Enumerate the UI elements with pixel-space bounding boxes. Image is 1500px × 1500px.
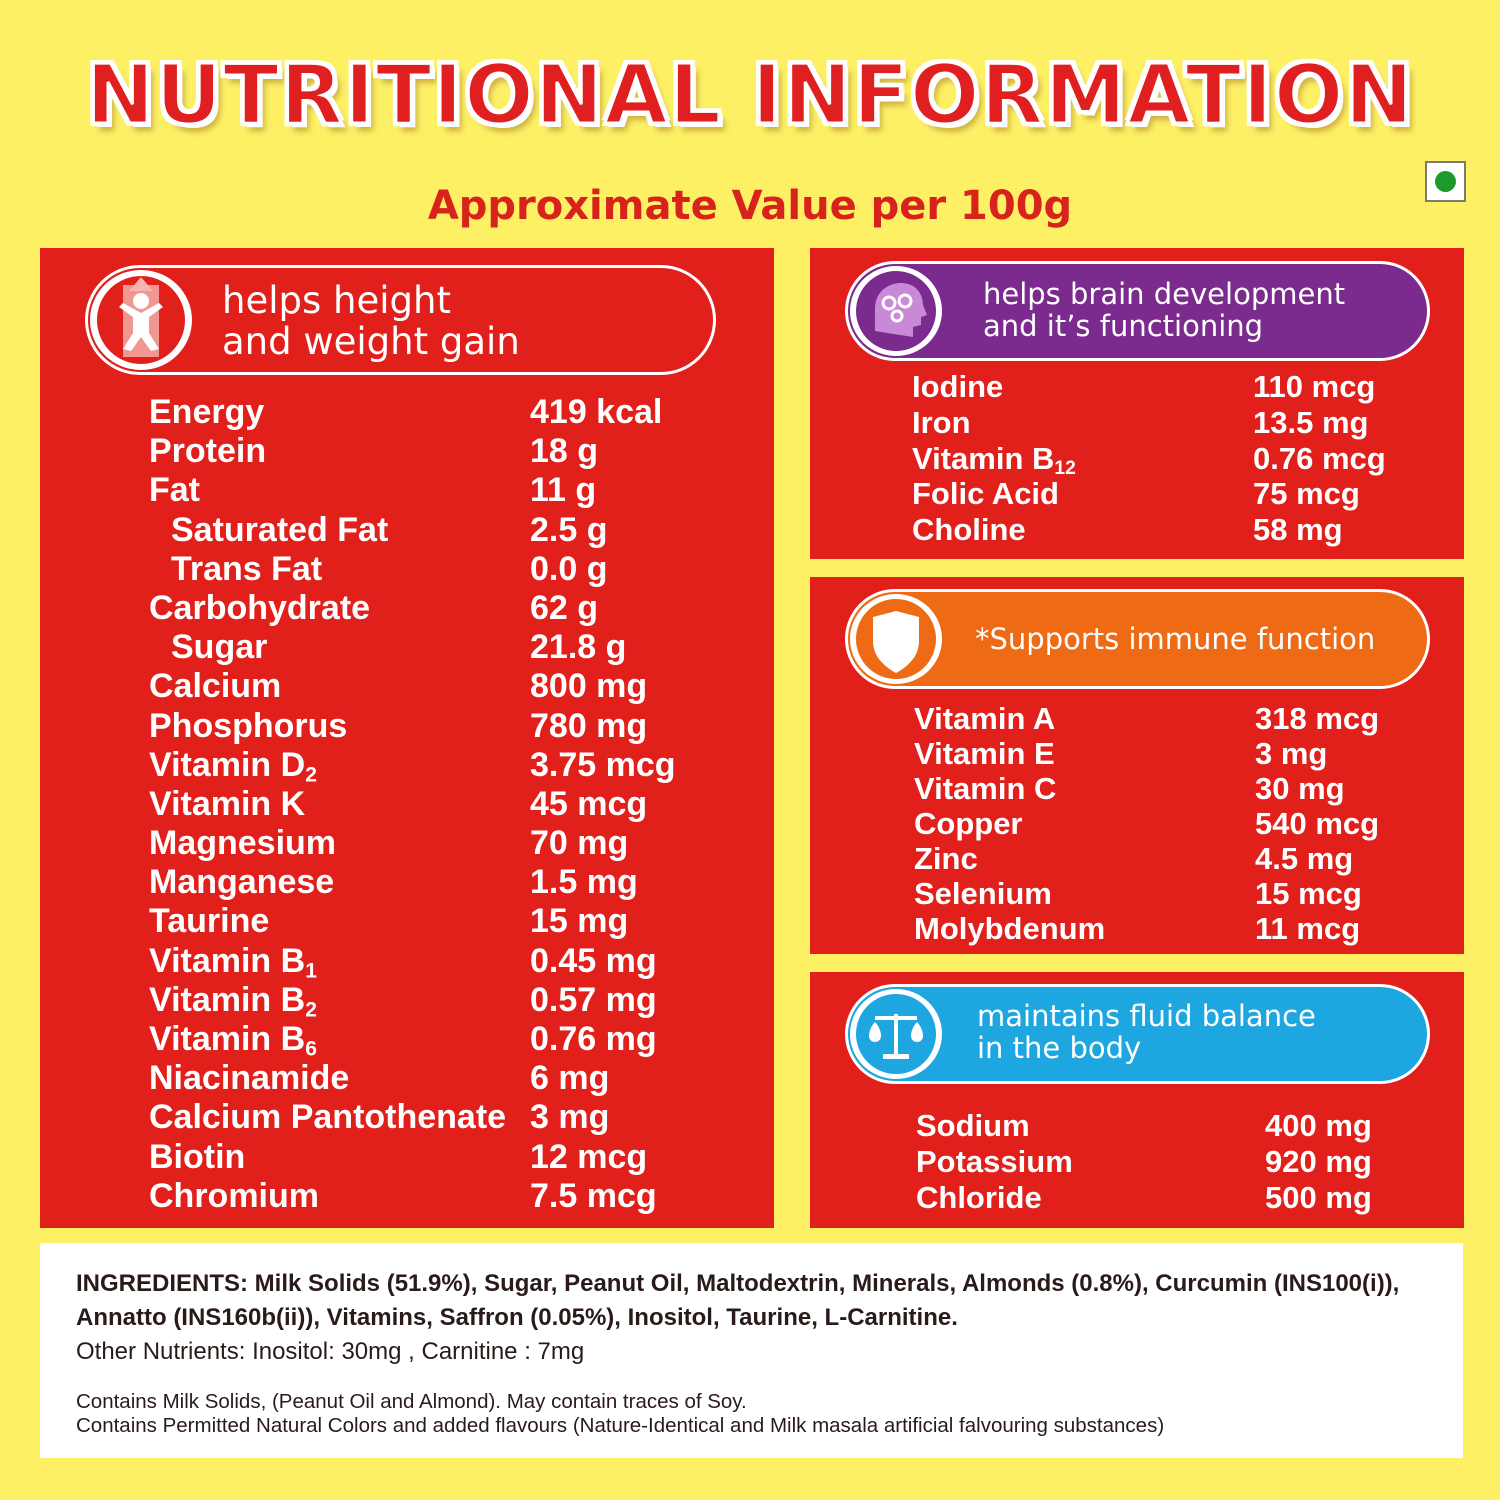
growth-pill: helps height and weight gain	[85, 265, 716, 375]
nutrient-name: Calcium Pantothenate	[149, 1098, 507, 1137]
nutrient-name: Choline	[912, 512, 1026, 548]
nutrient-name: Potassium	[916, 1144, 1073, 1179]
growth-panel: helps height and weight gain Energy 419 k…	[40, 248, 774, 1228]
nutrient-name: Niacinamide	[149, 1059, 350, 1098]
nutrient-value: 1.5 mg	[530, 863, 638, 902]
nutrient-value: 419 kcal	[530, 393, 663, 431]
nutrient-name: Zinc	[914, 841, 978, 876]
nutrient-name: Energy	[149, 393, 265, 431]
balance-scale-icon	[850, 989, 942, 1079]
veg-mark-icon	[1425, 161, 1466, 202]
nutrient-value: 58 mg	[1253, 512, 1343, 548]
nutrient-name: Copper	[914, 806, 1023, 841]
page-subtitle: Approximate Value per 100g	[427, 183, 1073, 229]
nutrient-name: Biotin	[149, 1137, 246, 1176]
nutrient-value: 4.5 mg	[1255, 841, 1354, 876]
nutrient-name: Folic Acid	[912, 476, 1059, 512]
nutrient-value: 21.8 g	[530, 628, 627, 667]
nutrient-value: 11 mcg	[1255, 911, 1361, 946]
nutrient-value: 780 mg	[530, 706, 648, 745]
nutrient-value: 7.5 mcg	[530, 1176, 657, 1215]
nutrient-name: Saturated Fat	[171, 510, 389, 549]
nutrient-value: 11 g	[530, 471, 597, 510]
nutrient-value: 3 mg	[1255, 736, 1328, 771]
nutrient-value: 62 g	[530, 588, 599, 627]
ingredients-box: INGREDIENTS: Milk Solids (51.9%), Sugar,…	[40, 1243, 1463, 1458]
nutrient-name: Sugar	[171, 628, 268, 667]
nutrient-name: Vitamin B6	[149, 1020, 317, 1061]
nutrient-name: Vitamin K	[149, 784, 306, 823]
nutrient-name: Taurine	[149, 902, 270, 941]
nutrient-value: 800 mg	[530, 667, 648, 706]
nutrient-name: Protein	[149, 432, 267, 471]
nutrient-name: Chloride	[916, 1180, 1042, 1215]
nutrient-name: Chromium	[149, 1176, 319, 1215]
brain-pill: helps brain development and it’s functio…	[845, 261, 1430, 361]
nutrient-value: 12 mcg	[530, 1137, 648, 1176]
nutrient-value: 2.5 g	[530, 510, 608, 549]
nutrient-value: 0.0 g	[530, 549, 608, 588]
nutrient-value: 500 mg	[1265, 1180, 1372, 1215]
nutrient-value: 0.76 mcg	[1253, 440, 1386, 476]
nutrient-name: Calcium	[149, 667, 282, 706]
nutrient-name: Vitamin D2	[149, 745, 317, 786]
nutrient-name: Fat	[149, 471, 200, 510]
nutrient-name: Vitamin B2	[149, 980, 317, 1022]
ingredients-text: INGREDIENTS: Milk Solids (51.9%), Sugar,…	[76, 1270, 1400, 1331]
nutrient-name: Iodine	[912, 369, 1004, 404]
fluid-pill: maintains fluid balance in the body	[845, 984, 1430, 1084]
nutrient-value: 75 mcg	[1253, 476, 1360, 512]
page-title: NUTRITIONAL INFORMATION	[84, 47, 1415, 145]
nutrient-value: 0.45 mg	[530, 941, 657, 980]
colors-note-text: Contains Permitted Natural Colors and ad…	[76, 1414, 1165, 1437]
nutrient-name: Phosphorus	[149, 706, 348, 745]
growth-label: helps height and weight gain	[222, 279, 520, 364]
nutrient-value: 110 mcg	[1253, 369, 1376, 404]
fluid-label: maintains fluid balance in the body	[977, 999, 1316, 1066]
nutrient-name: Selenium	[914, 876, 1052, 911]
nutrient-value: 13.5 mg	[1253, 404, 1369, 440]
nutrient-name: Molybdenum	[914, 911, 1106, 946]
nutrient-value: 0.76 mg	[530, 1020, 657, 1058]
nutrient-value: 70 mg	[530, 824, 629, 863]
nutrient-value: 318 mcg	[1255, 701, 1380, 736]
shield-icon	[850, 594, 942, 684]
nutrient-value: 15 mcg	[1255, 876, 1362, 911]
nutrient-name: Vitamin E	[914, 736, 1055, 771]
nutrient-name: Vitamin A	[914, 701, 1056, 736]
nutrient-name: Trans Fat	[171, 549, 323, 588]
nutrient-value: 3 mg	[530, 1098, 610, 1137]
nutrient-name: Manganese	[149, 863, 335, 902]
nutrient-value: 45 mcg	[530, 784, 648, 823]
nutrient-name: Vitamin B1	[149, 941, 317, 982]
nutrient-name: Vitamin C	[914, 771, 1057, 806]
nutrient-value: 30 mg	[1255, 771, 1345, 806]
nutrient-value: 0.57 mg	[530, 980, 657, 1019]
other-nutrients-text: Other Nutrients: Inositol: 30mg , Carnit…	[76, 1338, 585, 1365]
brain-gears-icon	[850, 266, 942, 356]
nutrient-name: Carbohydrate	[149, 588, 371, 627]
nutrient-value: 3.75 mcg	[530, 745, 676, 784]
nutrient-name: Sodium	[916, 1108, 1030, 1143]
nutrient-value: 540 mcg	[1255, 806, 1380, 841]
nutrient-value: 15 mg	[530, 902, 629, 941]
nutrient-name: Magnesium	[149, 824, 337, 863]
nutrient-value: 18 g	[530, 432, 599, 471]
brain-label: helps brain development and it’s functio…	[983, 277, 1346, 344]
fluid-panel: maintains fluid balance in the body Sodi…	[810, 972, 1464, 1228]
nutrient-value: 6 mg	[530, 1059, 610, 1098]
immune-pill: *Supports immune function	[845, 589, 1430, 689]
child-growth-icon	[90, 270, 192, 370]
nutrient-value: 400 mg	[1265, 1108, 1372, 1143]
nutrient-value: 920 mg	[1265, 1144, 1372, 1179]
immune-label: *Supports immune function	[975, 622, 1376, 656]
nutrient-name: Iron	[912, 404, 971, 440]
allergen-text: Contains Milk Solids, (Peanut Oil and Al…	[76, 1390, 747, 1413]
brain-panel: helps brain development and it’s functio…	[810, 248, 1464, 559]
nutrient-name: Vitamin B12	[912, 440, 1076, 479]
immune-panel: *Supports immune function Vitamin A 318 m…	[810, 577, 1464, 954]
